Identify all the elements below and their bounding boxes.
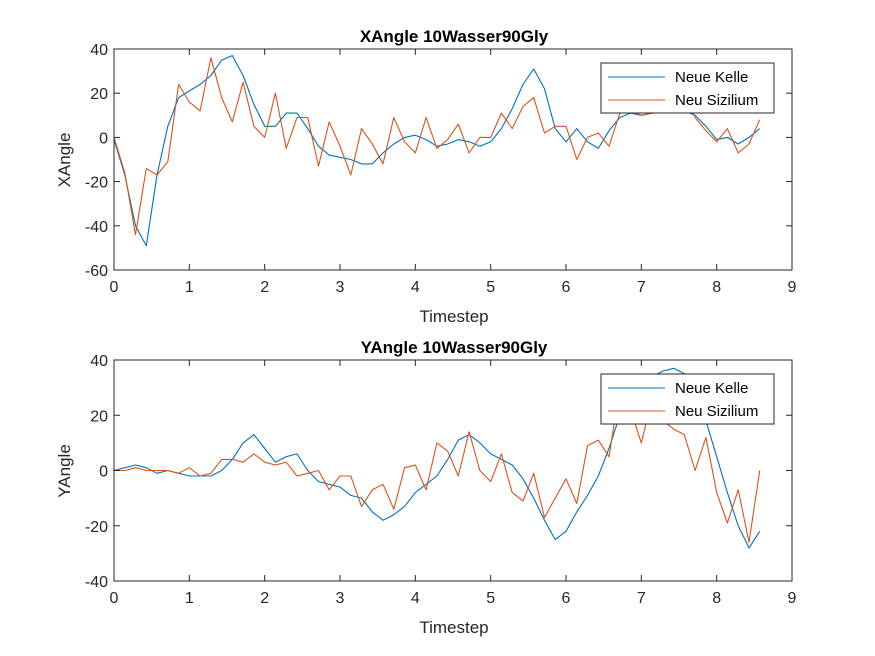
xangle-xtick-label: 4 (411, 279, 420, 296)
yangle-ytick-label: 20 (90, 408, 108, 425)
xangle-ytick-label: -60 (85, 263, 108, 280)
yangle-xtick-label: 3 (336, 590, 345, 607)
xangle-xtick-label: 3 (336, 279, 345, 296)
xangle-xtick-label: 7 (637, 279, 646, 296)
yangle-xtick-label: 4 (411, 590, 420, 607)
xangle-xtick-label: 8 (712, 279, 721, 296)
xangle-xlabel: Timestep (419, 307, 488, 326)
xangle-xtick-label: 6 (562, 279, 571, 296)
yangle-xlabel: Timestep (419, 618, 488, 637)
yangle-legend-label: Neu Sizilium (675, 403, 758, 420)
yangle-title: YAngle 10Wasser90Gly (361, 338, 548, 357)
xangle-title: XAngle 10Wasser90Gly (360, 27, 549, 46)
xangle-ytick-label: 20 (90, 86, 108, 103)
yangle-ytick-label: -20 (85, 519, 108, 536)
xangle-xtick-label: 2 (260, 279, 269, 296)
yangle-xtick-label: 7 (637, 590, 646, 607)
yangle-xtick-label: 8 (712, 590, 721, 607)
xangle-axes: XAngle 10Wasser90Gly Timestep XAngle 0 1 2… (55, 27, 797, 326)
xangle-xtick-label: 9 (788, 279, 797, 296)
yangle-axes: YAngle 10Wasser90Gly Timestep YAngle 0 1 2… (55, 338, 797, 637)
xangle-legend-label: Neue Kelle (675, 69, 748, 86)
xangle-legend-box (600, 62, 775, 114)
xangle-axes-box (113, 48, 793, 271)
xangle-xtick-label: 1 (185, 279, 194, 296)
xangle-ytick-label: -40 (85, 219, 108, 236)
xangle-ylabel: XAngle (55, 133, 74, 188)
yangle-ylabel: YAngle (55, 444, 74, 498)
yangle-legend: Neue Kelle Neu Sizilium (600, 373, 775, 425)
yangle-xtick-label: 0 (110, 590, 119, 607)
xangle-ytick-label: 40 (90, 42, 108, 59)
xangle-xtick-label: 5 (486, 279, 495, 296)
xangle-xtick-label: 0 (110, 279, 119, 296)
yangle-xtick-label: 1 (185, 590, 194, 607)
xangle-ytick-label: 0 (99, 130, 108, 147)
yangle-xtick-label: 6 (562, 590, 571, 607)
xangle-legend: Neue Kelle Neu Sizilium (600, 62, 775, 114)
yangle-xtick-label: 2 (260, 590, 269, 607)
yangle-xtick-label: 5 (486, 590, 495, 607)
yangle-ytick-label: 40 (90, 353, 108, 370)
yangle-legend-box (600, 373, 775, 425)
xangle-ytick-label: -20 (85, 175, 108, 192)
yangle-ytick-label: -40 (85, 574, 108, 591)
yangle-ytick-label: 0 (99, 464, 108, 481)
yangle-legend-label: Neue Kelle (675, 380, 748, 397)
yangle-xtick-label: 9 (788, 590, 797, 607)
xangle-legend-label: Neu Sizilium (675, 92, 758, 109)
